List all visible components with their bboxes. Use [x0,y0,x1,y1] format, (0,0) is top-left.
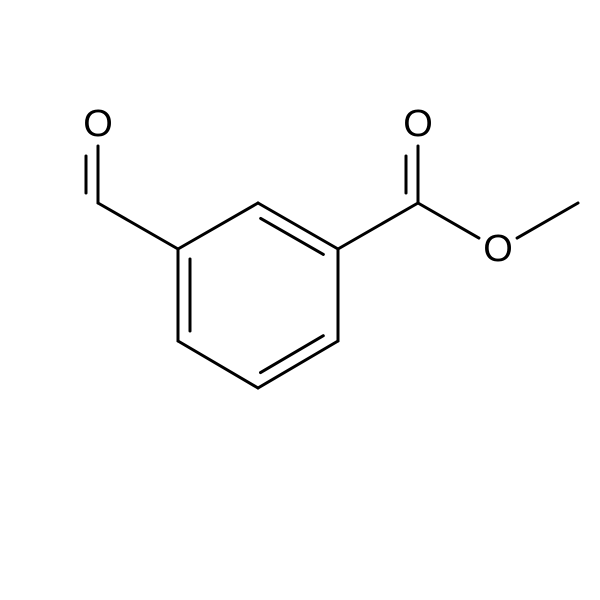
atom-label-o: O [403,103,433,145]
bond-line [178,203,258,249]
bond-line [338,203,418,249]
atom-label-o: O [483,228,513,270]
bond-line [258,341,338,388]
bond-line [178,341,258,388]
bond-line [418,203,479,238]
bond-line [517,203,578,238]
chemical-structure-diagram: O O O [0,0,600,600]
atom-labels-group: O O O [83,103,513,270]
bond-line [98,203,178,249]
bond-line [258,203,338,249]
atom-label-o: O [83,103,113,145]
